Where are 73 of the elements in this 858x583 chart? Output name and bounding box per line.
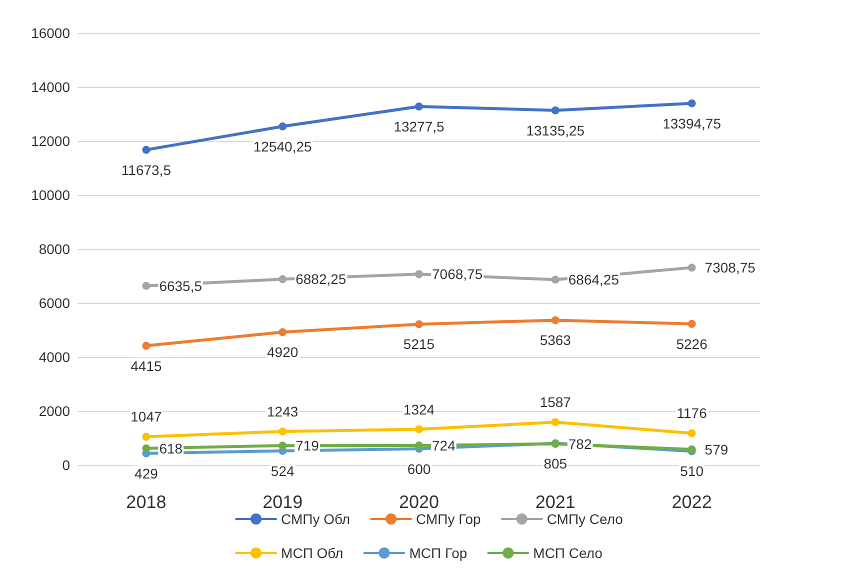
data-label: 4415 — [130, 358, 162, 374]
data-label: 429 — [134, 465, 158, 482]
point — [415, 102, 423, 111]
point — [415, 441, 423, 450]
legend-label: МСП Обл — [281, 545, 344, 561]
legend-label: МСП Село — [533, 545, 603, 561]
point — [688, 264, 696, 272]
point — [278, 122, 287, 130]
point — [551, 106, 560, 114]
point — [551, 316, 560, 324]
point — [278, 427, 287, 436]
data-label: 600 — [407, 460, 431, 477]
data-label: 5226 — [676, 336, 708, 352]
point — [688, 99, 696, 108]
data-label: 1243 — [267, 403, 298, 420]
y-tick-label: 8000 — [38, 241, 70, 257]
x-tick-label: 2018 — [126, 492, 166, 512]
legend-label: СМПу Гор — [416, 511, 482, 527]
data-label: 724 — [432, 437, 456, 454]
data-label: 4920 — [267, 344, 298, 360]
legend-label: СМПу Обл — [281, 511, 350, 527]
x-tick-label: 2019 — [262, 492, 303, 512]
data-label: 13394,75 — [662, 115, 722, 132]
data-label: 782 — [568, 436, 592, 452]
point — [551, 276, 560, 284]
data-label: 1587 — [540, 394, 572, 410]
data-label: 12540,25 — [253, 138, 312, 154]
legend-label: МСП Гор — [409, 545, 468, 561]
point — [142, 282, 150, 290]
data-label: 6882,25 — [296, 271, 346, 288]
point — [688, 429, 696, 438]
point — [142, 342, 150, 350]
data-label: 1047 — [130, 408, 162, 425]
data-label: 13135,25 — [526, 122, 585, 138]
y-tick-label: 12000 — [31, 133, 70, 149]
y-tick-label: 14000 — [31, 79, 70, 95]
data-label: 524 — [270, 462, 294, 479]
y-tick-label: 6000 — [38, 295, 70, 311]
point — [278, 328, 287, 336]
point — [142, 444, 150, 452]
y-tick-label: 4000 — [38, 349, 70, 365]
data-label: 11673,5 — [121, 162, 172, 178]
point — [142, 432, 150, 441]
point — [415, 270, 423, 278]
data-label: 7308,75 — [704, 260, 756, 276]
y-tick-label: 0 — [62, 457, 70, 473]
point — [278, 275, 287, 284]
data-label: 579 — [704, 441, 728, 458]
data-label: 7068,75 — [432, 266, 483, 282]
data-label: 1324 — [403, 401, 435, 418]
y-tick-label: 16000 — [31, 25, 70, 41]
data-label: 1176 — [676, 405, 708, 422]
data-label: 618 — [159, 440, 183, 456]
point — [142, 146, 150, 154]
y-tick-label: 10000 — [31, 187, 70, 203]
data-label: 5363 — [540, 332, 572, 348]
point — [415, 425, 423, 434]
x-tick-label: 2021 — [535, 492, 576, 512]
data-label: 6635,5 — [159, 278, 202, 294]
point — [551, 418, 560, 426]
x-tick-label: 2022 — [672, 492, 712, 512]
point — [688, 320, 696, 328]
data-label: 13277,5 — [394, 118, 445, 135]
point — [415, 320, 423, 328]
data-label: 6864,25 — [568, 272, 620, 288]
x-tick-label: 2020 — [398, 492, 440, 512]
point — [278, 442, 287, 450]
data-label: 510 — [680, 463, 704, 480]
data-label: 719 — [296, 438, 320, 454]
data-label: 5215 — [403, 336, 435, 352]
data-label: 805 — [544, 455, 568, 472]
y-tick-label: 2000 — [38, 403, 70, 419]
legend-label: СМПу Село — [546, 511, 624, 527]
